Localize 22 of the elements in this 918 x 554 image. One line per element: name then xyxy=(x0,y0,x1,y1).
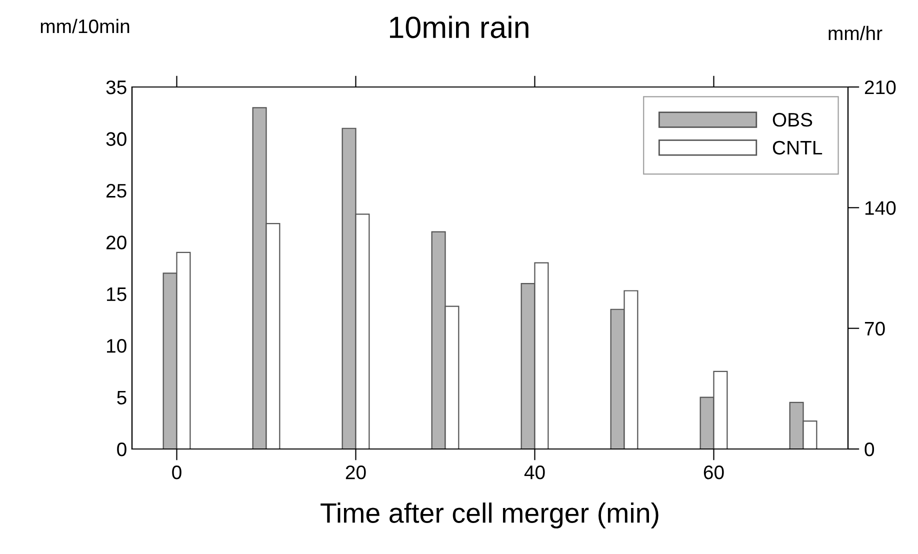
legend-label: CNTL xyxy=(772,140,822,155)
x-axis-title: Time after cell merger (min) xyxy=(320,502,658,528)
y2-tick-label: 210 xyxy=(864,80,896,94)
x-tick-label: 40 xyxy=(524,465,545,480)
y-tick-label: 20 xyxy=(106,236,126,250)
y-tick-label: 10 xyxy=(106,339,126,353)
y-tick-label: 5 xyxy=(117,390,126,405)
x-tick-label: 20 xyxy=(346,465,366,480)
y2-tick-label: 140 xyxy=(865,201,896,215)
y-axis-title: mm/10min xyxy=(40,18,130,34)
chart-title: 10min rain xyxy=(390,16,528,38)
legend-label: OBS xyxy=(772,112,812,127)
y-tick-label: 25 xyxy=(106,184,126,198)
y2-axis-title: mm/hr xyxy=(828,26,882,40)
y-tick-label: 15 xyxy=(106,288,126,302)
y-tick-label: 0 xyxy=(117,442,126,456)
y-tick-label: 30 xyxy=(106,132,126,146)
x-tick-label: 60 xyxy=(704,465,724,480)
x-tick-label: 0 xyxy=(172,465,182,480)
y-tick-label: 35 xyxy=(106,80,126,94)
y2-tick-label: 70 xyxy=(864,322,885,336)
y2-tick-label: 0 xyxy=(864,442,874,456)
